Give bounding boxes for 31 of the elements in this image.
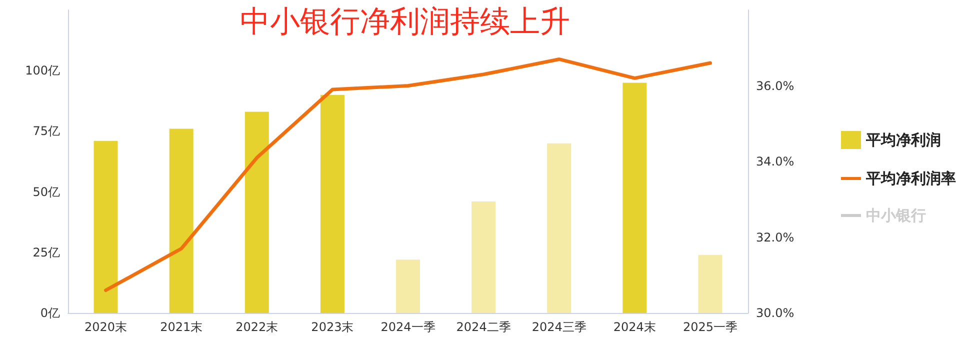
x-tick-label: 2020末 — [84, 320, 128, 334]
y-tick-label: 50亿 — [32, 184, 60, 199]
y2-tick-label: 32.0% — [756, 230, 794, 244]
bar — [698, 254, 722, 313]
bar — [396, 260, 420, 313]
x-tick-label: 2024末 — [613, 320, 656, 334]
chart-title: 中小银行净利润持续上升 — [240, 4, 570, 40]
bar — [547, 143, 572, 313]
y-tick-label: 25亿 — [32, 245, 60, 260]
x-tick-label: 2024一季 — [380, 320, 436, 334]
x-tick-label: 2024三季 — [532, 320, 586, 334]
line-series — [104, 57, 712, 292]
y-tick-label: 75亿 — [32, 124, 60, 138]
x-tick-label: 2024二季 — [456, 320, 511, 334]
legend-label: 平均净利润 — [865, 131, 941, 149]
y-tick-label: 100亿 — [25, 64, 60, 78]
legend-label: 平均净利润率 — [865, 170, 956, 188]
bar — [169, 128, 194, 313]
bar — [320, 94, 344, 313]
x-tick-label: 2023末 — [311, 320, 354, 334]
bar — [244, 112, 269, 313]
bar — [94, 140, 118, 313]
y-tick-label: 0亿 — [40, 306, 60, 320]
y2-tick-label: 36.0% — [756, 78, 794, 93]
x-tick-label: 2025一季 — [682, 320, 738, 334]
x-tick-label: 2021末 — [160, 320, 203, 334]
y2-tick-label: 30.0% — [756, 306, 794, 320]
bar — [472, 201, 496, 313]
x-tick-label: 2022末 — [236, 320, 278, 334]
y2-tick-label: 34.0% — [756, 154, 794, 168]
bar — [622, 82, 647, 313]
